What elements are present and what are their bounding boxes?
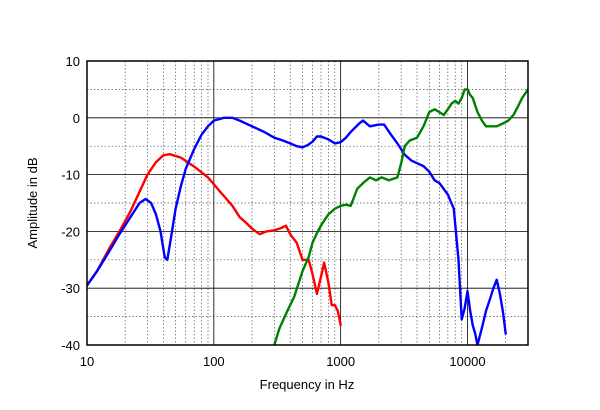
y-tick-labels: 10 0 -10 -20 -30 -40 <box>61 54 80 353</box>
x-tick-label: 1000 <box>326 354 355 369</box>
x-tick-label: 10 <box>80 354 94 369</box>
plot-frame <box>86 60 529 346</box>
series-layer <box>87 88 528 345</box>
x-axis-label: Frequency in Hz <box>260 377 355 392</box>
x-tick-label: 100 <box>203 354 225 369</box>
blue-response-line <box>87 116 507 345</box>
green-response-line <box>273 88 528 345</box>
y-tick-label: 0 <box>73 111 80 126</box>
x-tick-label: 10000 <box>449 354 485 369</box>
red-response-line <box>87 152 342 327</box>
y-tick-label: -40 <box>61 338 80 353</box>
x-tick-labels: 10 100 1000 10000 <box>80 354 486 369</box>
y-tick-label: 10 <box>66 54 80 69</box>
y-tick-label: -10 <box>61 168 80 183</box>
series-group <box>87 88 528 345</box>
y-tick-label: -30 <box>61 281 80 296</box>
y-axis-label: Amplitude in dB <box>25 157 40 248</box>
y-tick-label: -20 <box>61 224 80 239</box>
